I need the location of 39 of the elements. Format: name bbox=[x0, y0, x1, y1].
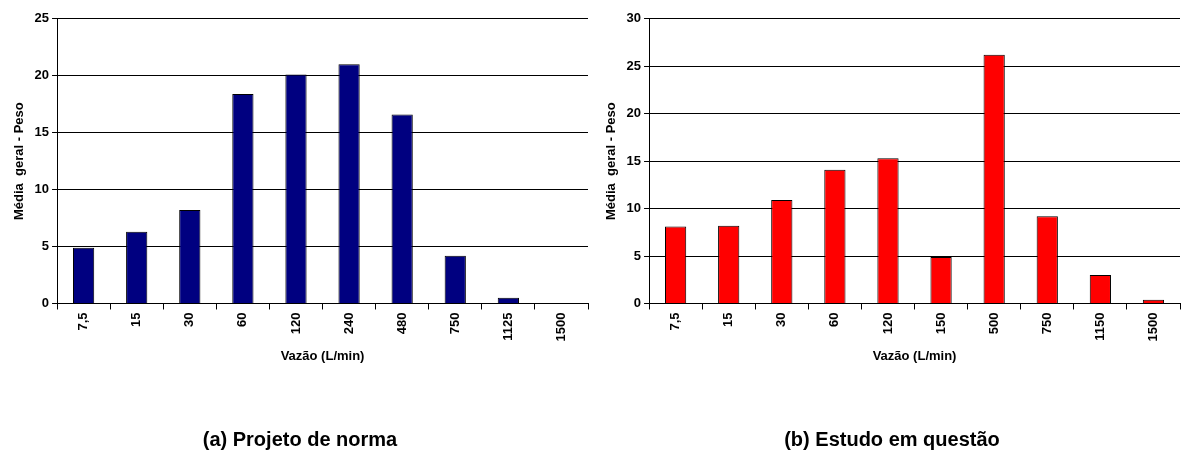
x-tick-label: 30 bbox=[773, 312, 789, 327]
x-tick-label: 240 bbox=[340, 312, 356, 335]
x-tick-label: 120 bbox=[287, 312, 303, 335]
x-tick-label: 120 bbox=[879, 312, 895, 335]
y-tick-label: 15 bbox=[34, 124, 50, 140]
x-tick-label: 7,5 bbox=[667, 312, 683, 331]
y-tick-label: 5 bbox=[41, 238, 50, 254]
y-tick-label: 10 bbox=[34, 181, 50, 197]
x-axis-title: Vazão (L/min) bbox=[872, 347, 957, 363]
y-tick-label: 20 bbox=[34, 67, 50, 83]
y-axis-title: Média geral - Peso bbox=[603, 102, 619, 221]
y-tick-label: 5 bbox=[633, 247, 642, 263]
x-tick-label: 500 bbox=[985, 312, 1001, 335]
x-axis-title: Vazão (L/min) bbox=[280, 347, 365, 363]
x-tick-label: 15 bbox=[720, 312, 736, 327]
y-tick-label: 25 bbox=[34, 10, 50, 26]
x-tick-label: 750 bbox=[1038, 312, 1054, 335]
x-tick-label: 15 bbox=[128, 312, 144, 327]
x-tick-label: 60 bbox=[826, 312, 842, 327]
x-tick-label: 480 bbox=[393, 312, 409, 335]
y-tick-label: 10 bbox=[626, 200, 642, 216]
y-tick-label: 20 bbox=[626, 105, 642, 121]
y-axis-title: Média geral - Peso bbox=[11, 102, 27, 221]
x-tick-label: 150 bbox=[932, 312, 948, 335]
x-tick-label: 750 bbox=[446, 312, 462, 335]
x-tick-label: 30 bbox=[181, 312, 197, 327]
x-tick-label: 1125 bbox=[499, 312, 515, 341]
text: (a) Projeto de norma bbox=[201, 428, 399, 451]
x-tick-label: 7,5 bbox=[75, 312, 91, 331]
y-tick-label: 25 bbox=[626, 57, 642, 73]
y-tick-label: 0 bbox=[633, 295, 642, 311]
x-tick-label: 60 bbox=[234, 312, 250, 327]
y-tick-label: 30 bbox=[626, 10, 642, 26]
y-tick-label: 0 bbox=[41, 295, 50, 311]
x-tick-label: 1150 bbox=[1091, 312, 1107, 341]
y-tick-label: 15 bbox=[626, 152, 642, 168]
x-tick-label: 1500 bbox=[1145, 312, 1161, 342]
x-tick-label: 1500 bbox=[553, 312, 569, 342]
text: (b) Estudo em questão bbox=[783, 428, 1001, 451]
